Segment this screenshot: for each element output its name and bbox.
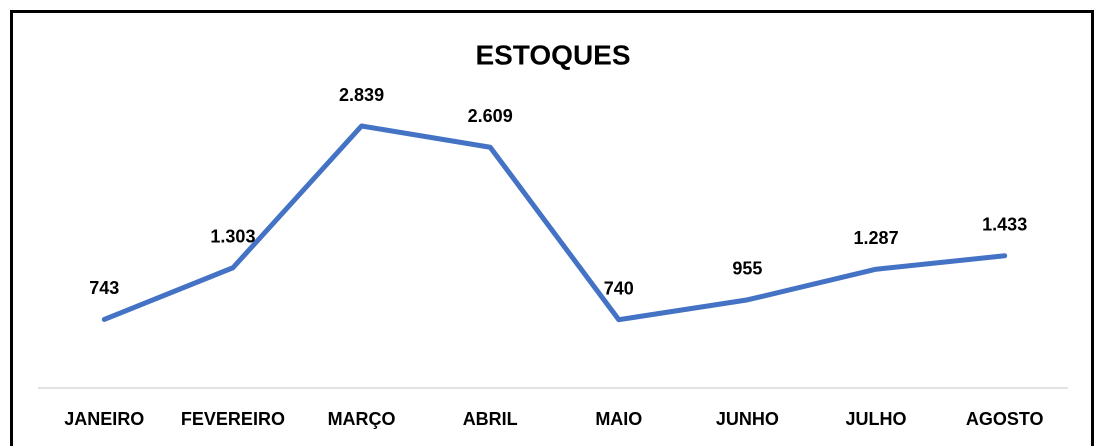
series-line	[101, 123, 1008, 323]
data-label: 1.287	[854, 228, 899, 248]
x-tick-label: JANEIRO	[64, 409, 144, 429]
chart-title: ESTOQUES	[475, 39, 630, 70]
data-label: 743	[89, 278, 119, 298]
x-tick-label: MAIO	[595, 409, 642, 429]
x-tick-label: FEVEREIRO	[181, 409, 285, 429]
x-tick-label: AGOSTO	[966, 409, 1044, 429]
x-tick-label: ABRIL	[463, 409, 518, 429]
data-label: 2.609	[468, 106, 513, 126]
data-label: 955	[732, 259, 762, 279]
data-label: 740	[604, 278, 634, 298]
data-label: 1.303	[210, 227, 255, 247]
x-tick-label: JUNHO	[716, 409, 779, 429]
x-tick-label: JULHO	[846, 409, 907, 429]
x-tick-label: MARÇO	[328, 409, 396, 429]
data-label: 1.433	[982, 215, 1027, 235]
data-label: 2.839	[339, 85, 384, 105]
